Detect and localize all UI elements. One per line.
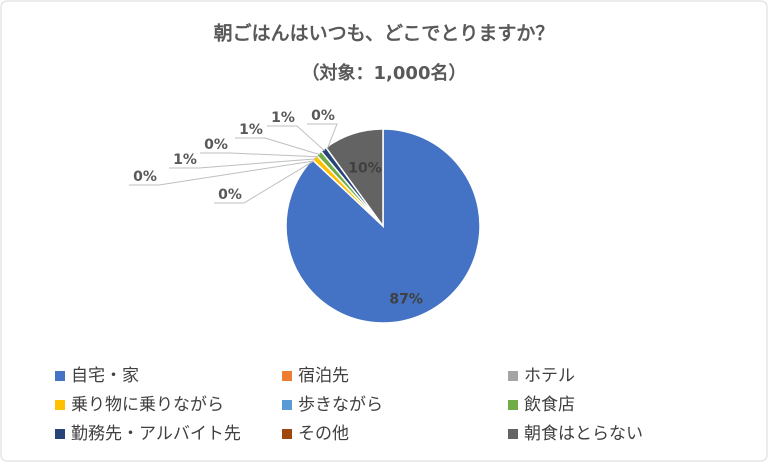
data-label: 1% [173, 152, 197, 168]
data-label: 1% [271, 110, 295, 126]
pie-slice [324, 128, 384, 229]
pie-slice [285, 128, 481, 324]
legend-label: その他 [298, 424, 349, 444]
leader-line [200, 152, 318, 158]
legend-label: ホテル [524, 366, 575, 386]
chart-subtitle: （対象：1,000名） [302, 62, 467, 84]
leader-line [214, 160, 315, 204]
legend-swatch [508, 371, 518, 381]
chart-title: 朝ごはんはいつも、どこでとりますか？ [214, 22, 555, 45]
data-label: 0% [218, 187, 242, 203]
legend-swatch [282, 429, 292, 439]
leader-line [235, 137, 321, 156]
legend-swatch [282, 371, 292, 381]
legend-swatch [508, 429, 518, 439]
legend-swatch [282, 400, 292, 410]
legend-label: 乗り物に乗りながら [71, 395, 224, 415]
leader-line [267, 125, 326, 152]
legend-label: 宿泊先 [298, 366, 349, 386]
legend-label: 自宅・家 [71, 366, 139, 386]
data-label: 0% [204, 137, 228, 153]
data-label: 10% [348, 161, 382, 177]
data-label: 1% [239, 122, 263, 138]
leader-line [169, 158, 316, 169]
data-label: 0% [311, 108, 335, 124]
legend-swatch [55, 400, 65, 410]
legend-swatch [508, 400, 518, 410]
legend-label: 勤務先・アルバイト先 [71, 424, 241, 444]
data-label: 0% [133, 169, 157, 185]
legend-label: 朝食はとらない [524, 424, 643, 444]
legend-label: 歩きながら [298, 395, 383, 415]
legend-swatch [55, 429, 65, 439]
leader-line [307, 123, 338, 150]
legend-swatch [55, 371, 65, 381]
leader-line [129, 160, 314, 186]
legend-label: 飲食店 [524, 395, 575, 415]
data-label: 87% [389, 291, 423, 307]
